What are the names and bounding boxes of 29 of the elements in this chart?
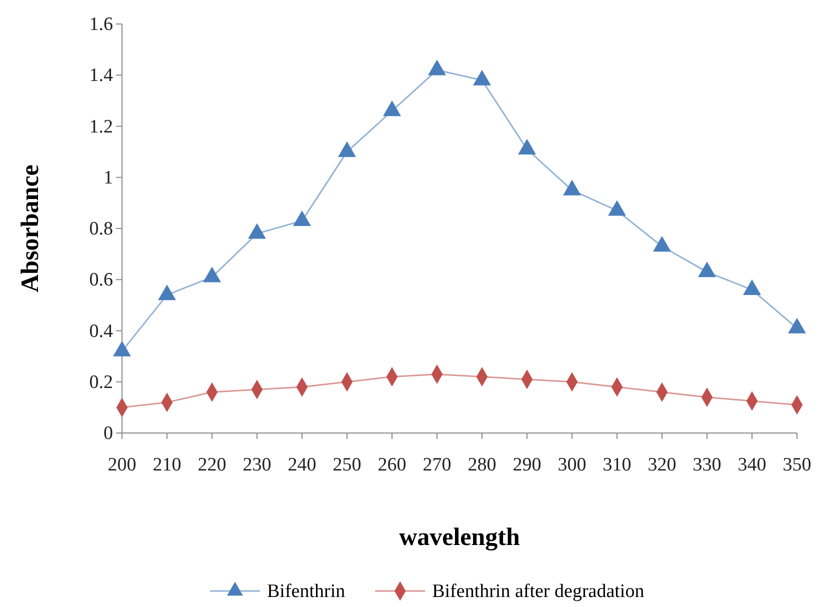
y-tick-label: 0: [104, 423, 113, 444]
y-tick-label: 1: [104, 167, 113, 188]
y-tick-label: 0.2: [89, 372, 113, 393]
y-tick-label: 0.4: [89, 320, 114, 342]
x-tick-label: 260: [378, 454, 406, 476]
y-tick-label: 1.4: [89, 65, 114, 86]
y-axis-title: Absorbance: [17, 164, 44, 292]
x-tick-label: 340: [738, 454, 766, 476]
x-tick-label: 240: [288, 454, 316, 476]
y-tick-label: 1.2: [89, 116, 113, 138]
x-tick-label: 220: [198, 454, 226, 476]
x-tick-label: 300: [558, 454, 586, 476]
y-tick-label: 0.8: [89, 218, 113, 240]
x-tick-label: 200: [108, 454, 136, 476]
legend-label: Bifenthrin after degradation: [432, 581, 645, 602]
x-tick-label: 230: [242, 454, 272, 476]
x-tick-label: 320: [648, 454, 676, 476]
x-tick-label: 290: [512, 454, 542, 476]
x-tick-label: 270: [422, 454, 452, 476]
x-tick-label: 310: [602, 454, 632, 476]
x-axis-title: wavelength: [399, 524, 520, 551]
x-tick-label: 280: [468, 454, 496, 476]
x-tick-label: 250: [332, 454, 362, 476]
x-tick-label: 210: [152, 454, 182, 476]
y-tick-label: 0.6: [89, 270, 113, 291]
x-tick-label: 350: [782, 454, 812, 476]
y-tick-label: 1.6: [89, 14, 113, 36]
x-tick-label: 330: [692, 454, 722, 476]
legend-label: Bifenthrin: [267, 581, 346, 602]
